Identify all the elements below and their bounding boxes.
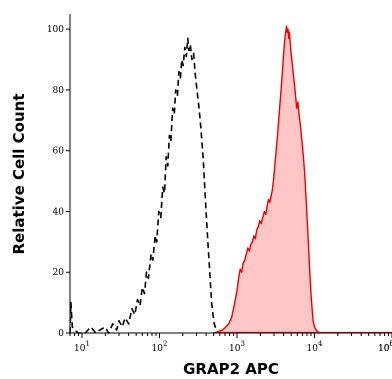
x-minor-ticks <box>69 333 392 338</box>
series-0-line <box>69 37 220 334</box>
series-1-area <box>213 26 320 333</box>
y-tick-label: 100 <box>47 25 64 35</box>
plot-area <box>69 25 392 334</box>
x-tick-label: 106 <box>378 340 392 354</box>
x-tick-label: 104 <box>307 340 323 354</box>
x-tick-label: 103 <box>229 340 245 354</box>
y-tick-label: 80 <box>53 86 65 96</box>
series-1-line <box>213 25 320 334</box>
x-axis-label: GRAP2 APC <box>183 360 279 378</box>
x-tick-label: 102 <box>152 340 168 354</box>
y-tick-label: 40 <box>53 207 65 217</box>
y-tick-label: 60 <box>53 147 65 157</box>
y-tick-label: 0 <box>58 329 64 339</box>
y-axis-label: Relative Cell Count <box>10 93 28 254</box>
x-tick-label: 105 <box>378 340 392 354</box>
y-tick-label: 20 <box>53 268 65 278</box>
x-tick-label: 101 <box>74 340 90 354</box>
